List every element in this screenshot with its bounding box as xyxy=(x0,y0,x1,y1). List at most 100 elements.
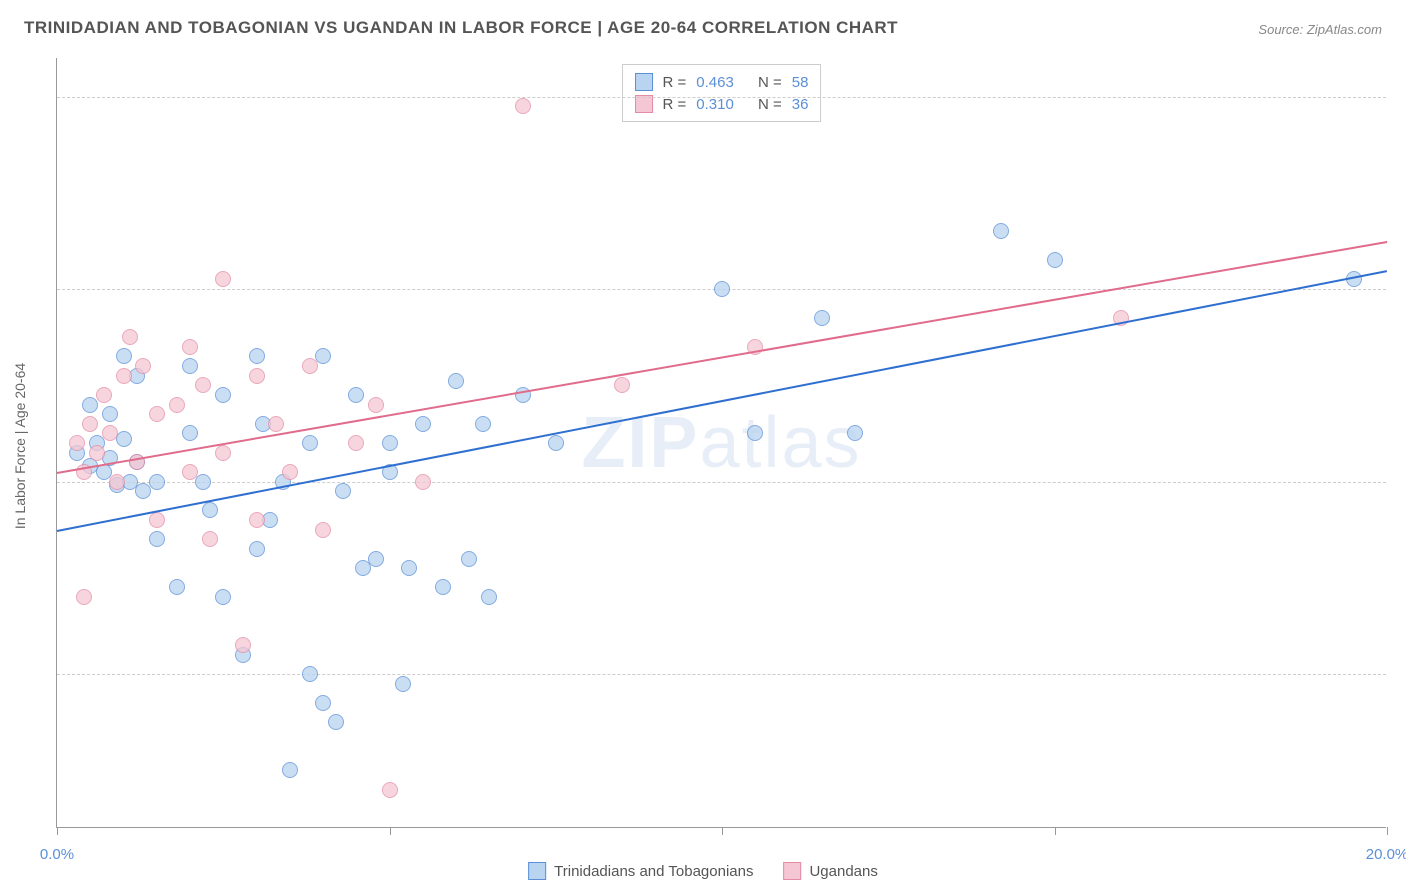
data-point xyxy=(382,782,398,798)
data-point xyxy=(96,387,112,403)
data-point xyxy=(448,373,464,389)
series-legend: Trinidadians and Tobagonians Ugandans xyxy=(528,862,878,880)
data-point xyxy=(282,464,298,480)
source-label: Source: xyxy=(1258,22,1303,37)
data-point xyxy=(182,339,198,355)
data-point xyxy=(215,387,231,403)
n-label: N = xyxy=(758,96,782,113)
source-attribution: Source: ZipAtlas.com xyxy=(1258,22,1382,37)
data-point xyxy=(348,387,364,403)
legend-item-blue: Trinidadians and Tobagonians xyxy=(528,862,753,880)
data-point xyxy=(249,541,265,557)
data-point xyxy=(235,637,251,653)
data-point xyxy=(401,560,417,576)
n-label: N = xyxy=(758,74,782,91)
r-label: R = xyxy=(663,96,687,113)
gridline xyxy=(57,97,1386,98)
data-point xyxy=(249,348,265,364)
chart-title: TRINIDADIAN AND TOBAGONIAN VS UGANDAN IN… xyxy=(24,18,898,38)
data-point xyxy=(149,474,165,490)
data-point xyxy=(182,464,198,480)
data-point xyxy=(195,474,211,490)
data-point xyxy=(149,406,165,422)
data-point xyxy=(76,589,92,605)
legend-item-pink: Ugandans xyxy=(783,862,877,880)
data-point xyxy=(249,512,265,528)
y-tick-label: 100.0% xyxy=(1396,88,1406,105)
data-point xyxy=(182,425,198,441)
data-point xyxy=(302,435,318,451)
r-label: R = xyxy=(663,74,687,91)
data-point xyxy=(993,223,1009,239)
data-point xyxy=(548,435,564,451)
data-point xyxy=(814,310,830,326)
n-value-pink: 36 xyxy=(792,96,809,113)
data-point xyxy=(89,445,105,461)
data-point xyxy=(368,397,384,413)
series-label-blue: Trinidadians and Tobagonians xyxy=(554,863,753,880)
r-value-pink: 0.310 xyxy=(696,96,734,113)
data-point xyxy=(475,416,491,432)
y-tick-label: 80.0% xyxy=(1396,473,1406,490)
data-point xyxy=(382,435,398,451)
swatch-pink-icon xyxy=(635,95,653,113)
data-point xyxy=(215,445,231,461)
x-tick-label: 20.0% xyxy=(1366,846,1406,863)
data-point xyxy=(747,425,763,441)
x-tick xyxy=(57,827,58,835)
data-point xyxy=(415,474,431,490)
data-point xyxy=(69,435,85,451)
data-point xyxy=(149,512,165,528)
swatch-blue-icon xyxy=(528,862,546,880)
y-tick-label: 70.0% xyxy=(1396,666,1406,683)
data-point xyxy=(215,589,231,605)
data-point xyxy=(515,98,531,114)
data-point xyxy=(202,502,218,518)
data-point xyxy=(302,666,318,682)
data-point xyxy=(847,425,863,441)
data-point xyxy=(122,329,138,345)
trend-line xyxy=(57,270,1387,532)
series-label-pink: Ugandans xyxy=(809,863,877,880)
data-point xyxy=(182,358,198,374)
data-point xyxy=(435,579,451,595)
x-tick xyxy=(390,827,391,835)
data-point xyxy=(1047,252,1063,268)
data-point xyxy=(169,397,185,413)
data-point xyxy=(268,416,284,432)
data-point xyxy=(461,551,477,567)
data-point xyxy=(149,531,165,547)
data-point xyxy=(102,406,118,422)
watermark-bold: ZIP xyxy=(581,403,699,483)
n-value-blue: 58 xyxy=(792,74,809,91)
correlation-legend: R = 0.463 N = 58 R = 0.310 N = 36 xyxy=(622,64,822,122)
data-point xyxy=(116,368,132,384)
watermark-light: atlas xyxy=(699,403,861,483)
data-point xyxy=(282,762,298,778)
x-tick xyxy=(1055,827,1056,835)
data-point xyxy=(249,368,265,384)
data-point xyxy=(335,483,351,499)
gridline xyxy=(57,482,1386,483)
data-point xyxy=(395,676,411,692)
watermark: ZIPatlas xyxy=(581,402,861,484)
x-tick xyxy=(722,827,723,835)
gridline xyxy=(57,674,1386,675)
data-point xyxy=(169,579,185,595)
swatch-blue-icon xyxy=(635,73,653,91)
data-point xyxy=(315,522,331,538)
y-axis-label: In Labor Force | Age 20-64 xyxy=(12,363,28,529)
data-point xyxy=(102,425,118,441)
data-point xyxy=(315,348,331,364)
data-point xyxy=(368,551,384,567)
data-point xyxy=(195,377,211,393)
data-point xyxy=(348,435,364,451)
r-value-blue: 0.463 xyxy=(696,74,734,91)
data-point xyxy=(82,416,98,432)
plot-area: ZIPatlas R = 0.463 N = 58 R = 0.310 N = … xyxy=(56,58,1386,828)
x-tick-label: 0.0% xyxy=(40,846,74,863)
swatch-pink-icon xyxy=(783,862,801,880)
data-point xyxy=(116,348,132,364)
source-value: ZipAtlas.com xyxy=(1307,22,1382,37)
data-point xyxy=(614,377,630,393)
